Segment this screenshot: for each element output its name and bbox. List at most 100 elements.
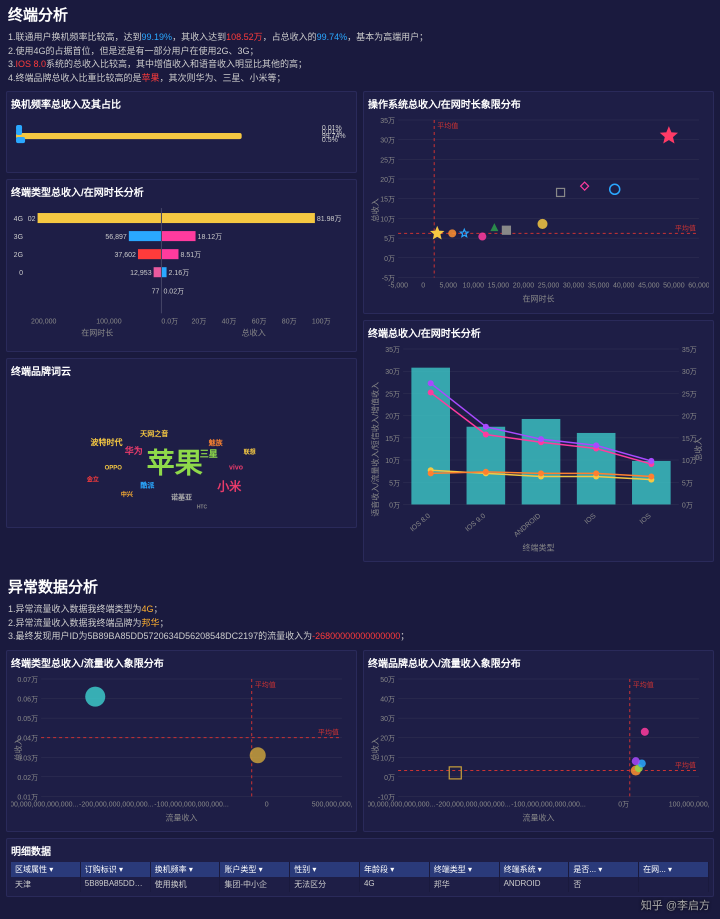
section2-title: 异常数据分析 xyxy=(0,572,720,601)
table-col[interactable]: 订购标识 ▾ xyxy=(81,862,151,877)
svg-text:40,000: 40,000 xyxy=(613,282,635,289)
table-col[interactable]: 终端系统 ▾ xyxy=(500,862,570,877)
svg-text:-10万: -10万 xyxy=(378,793,395,801)
svg-text:-100,000,000,000,000...: -100,000,000,000,000... xyxy=(511,801,586,808)
svg-text:0.5%: 0.5% xyxy=(322,137,338,144)
svg-text:35万: 35万 xyxy=(385,346,400,354)
svg-text:45,000: 45,000 xyxy=(638,282,660,289)
svg-text:OPPO: OPPO xyxy=(105,465,123,471)
svg-text:0.01%: 0.01% xyxy=(322,129,342,136)
term-combo-chart[interactable]: 35万35万30万30万25万25万20万20万15万15万10万10万5万5万… xyxy=(368,344,709,555)
table-col[interactable]: 终端类型 ▾ xyxy=(430,862,500,877)
svg-text:30万: 30万 xyxy=(380,137,395,145)
svg-text:2G: 2G xyxy=(14,252,23,259)
table-col[interactable]: 年龄段 ▾ xyxy=(360,862,430,877)
panel-anom2-title: 终端品牌总收入/流量收入象限分布 xyxy=(368,655,709,670)
svg-text:0.06万: 0.06万 xyxy=(17,695,38,703)
intro2-line-3: 3.最终发现用户ID为5B89BA85DD5720634D56208548DC2… xyxy=(8,630,712,644)
svg-text:平均值: 平均值 xyxy=(675,760,696,769)
svg-text:终端类型: 终端类型 xyxy=(522,542,554,552)
svg-text:2.16万: 2.16万 xyxy=(169,269,190,277)
svg-text:平均值: 平均值 xyxy=(675,223,696,232)
svg-text:总收入: 总收入 xyxy=(242,328,266,338)
svg-text:0.02万: 0.02万 xyxy=(163,287,184,295)
svg-text:25万: 25万 xyxy=(682,390,697,398)
panel-swap-rate: 换机频率总收入及其占比 99.74%0.01%0.01%0.5% xyxy=(6,91,357,173)
svg-text:平均值: 平均值 xyxy=(633,680,654,689)
svg-text:10万: 10万 xyxy=(385,457,400,465)
table-col[interactable]: 账户类型 ▾ xyxy=(220,862,290,877)
table-row[interactable]: 天津5B89BA85DD5720634D56208548DC2197使用换机集团… xyxy=(11,877,709,892)
svg-text:总收入: 总收入 xyxy=(693,437,703,461)
svg-text:50万: 50万 xyxy=(380,676,395,684)
table-col[interactable]: 区域属性 ▾ xyxy=(11,862,81,877)
termtype-chart[interactable]: 4G0281.98万3G56,89718.12万2G37,6028.51万012… xyxy=(11,203,352,343)
table-col[interactable]: 是否... ▾ xyxy=(569,862,639,877)
panel-os-scatter-title: 操作系统总收入/在网时长象限分布 xyxy=(368,96,709,111)
svg-text:小米: 小米 xyxy=(217,478,242,493)
svg-text:02: 02 xyxy=(28,216,36,223)
table-cell: 天津 xyxy=(11,877,81,892)
svg-text:5万: 5万 xyxy=(384,235,395,243)
intro2-line-2: 2.异常流量收入数据我终端品牌为邦华； xyxy=(8,617,712,631)
svg-text:0万: 0万 xyxy=(618,800,629,808)
svg-text:ANDROID: ANDROID xyxy=(513,512,542,538)
svg-text:10万: 10万 xyxy=(380,215,395,223)
wordcloud-chart[interactable]: 苹果小米华为三星波特时代天网之音魅族诺基亚vivo酷派OPPO联想中兴金立HTC xyxy=(11,382,352,532)
table-col[interactable]: 性别 ▾ xyxy=(290,862,360,877)
svg-text:80万: 80万 xyxy=(282,317,297,325)
svg-text:15,000: 15,000 xyxy=(488,282,510,289)
svg-text:12,953: 12,953 xyxy=(130,270,152,277)
svg-text:20万: 20万 xyxy=(192,317,207,325)
svg-text:诺基亚: 诺基亚 xyxy=(171,492,192,501)
svg-text:3G: 3G xyxy=(14,234,23,241)
svg-text:25万: 25万 xyxy=(385,390,400,398)
table-cell: 邦华 xyxy=(430,877,500,892)
table-cell: ANDROID xyxy=(500,877,570,892)
panel-anom1-title: 终端类型总收入/流量收入象限分布 xyxy=(11,655,352,670)
svg-text:天网之音: 天网之音 xyxy=(140,429,168,438)
intro-line-2: 2.使用4G的占据首位，但是还是有一部分用户在使用2G、3G； xyxy=(8,45,712,59)
svg-text:40万: 40万 xyxy=(380,695,395,703)
svg-text:37,602: 37,602 xyxy=(114,252,136,259)
svg-text:vivo: vivo xyxy=(229,464,244,471)
svg-text:20万: 20万 xyxy=(682,412,697,420)
panel-table: 明细数据 区域属性 ▾订购标识 ▾换机频率 ▾账户类型 ▾性别 ▾年龄段 ▾终端… xyxy=(6,838,714,897)
panel-termtype-title: 终端类型总收入/在网时长分析 xyxy=(11,184,352,199)
table-col[interactable]: 换机频率 ▾ xyxy=(151,862,221,877)
svg-text:20万: 20万 xyxy=(385,412,400,420)
svg-text:IOS 9.0: IOS 9.0 xyxy=(464,512,487,533)
svg-text:77: 77 xyxy=(152,288,160,295)
svg-text:100万: 100万 xyxy=(312,317,331,325)
panel-anom1: 终端类型总收入/流量收入象限分布 0.07万0.06万0.05万0.04万0.0… xyxy=(6,650,357,832)
anom2-chart[interactable]: 50万40万30万20万10万0万-10万-300,000,000,000,00… xyxy=(368,674,709,824)
svg-text:0: 0 xyxy=(19,270,23,277)
svg-text:酷派: 酷派 xyxy=(140,480,155,489)
table-cell xyxy=(639,877,709,892)
table-header: 区域属性 ▾订购标识 ▾换机频率 ▾账户类型 ▾性别 ▾年龄段 ▾终端类型 ▾终… xyxy=(11,862,709,877)
svg-text:IOS: IOS xyxy=(639,512,653,525)
svg-text:81.98万: 81.98万 xyxy=(317,215,342,223)
svg-text:IOS 8.0: IOS 8.0 xyxy=(409,512,432,533)
intro-line-4: 4.终端品牌总收入比重比较高的是苹果，其次则华为、三星、小米等； xyxy=(8,72,712,86)
os-scatter-chart[interactable]: 35万30万25万20万15万10万5万0万-5万-5,00005,00010,… xyxy=(368,115,709,306)
svg-text:50,000: 50,000 xyxy=(663,282,685,289)
svg-text:56,897: 56,897 xyxy=(105,234,127,241)
table-col[interactable]: 在网... ▾ xyxy=(639,862,709,877)
swap-chart[interactable]: 99.74%0.01%0.01%0.5% xyxy=(11,115,352,165)
panel-term-combo-title: 终端总收入/在网时长分析 xyxy=(368,325,709,340)
svg-text:20,000: 20,000 xyxy=(513,282,535,289)
svg-text:IOS: IOS xyxy=(584,512,598,525)
svg-text:-200,000,000,000,000...: -200,000,000,000,000... xyxy=(436,801,511,808)
svg-text:25万: 25万 xyxy=(380,156,395,164)
svg-text:HTC: HTC xyxy=(197,504,208,510)
svg-text:0.05万: 0.05万 xyxy=(17,715,38,723)
svg-text:4G: 4G xyxy=(14,216,23,223)
svg-text:10万: 10万 xyxy=(380,754,395,762)
svg-text:18.12万: 18.12万 xyxy=(198,233,223,241)
table-cell: 5B89BA85DD5720634D56208548DC2197 xyxy=(81,877,151,892)
panel-wordcloud: 终端品牌词云 苹果小米华为三星波特时代天网之音魅族诺基亚vivo酷派OPPO联想… xyxy=(6,358,357,528)
svg-text:中兴: 中兴 xyxy=(121,490,133,498)
anom1-chart[interactable]: 0.07万0.06万0.05万0.04万0.03万0.02万0.01万-300,… xyxy=(11,674,352,824)
svg-text:-100,000,000,000,000...: -100,000,000,000,000... xyxy=(154,801,229,808)
